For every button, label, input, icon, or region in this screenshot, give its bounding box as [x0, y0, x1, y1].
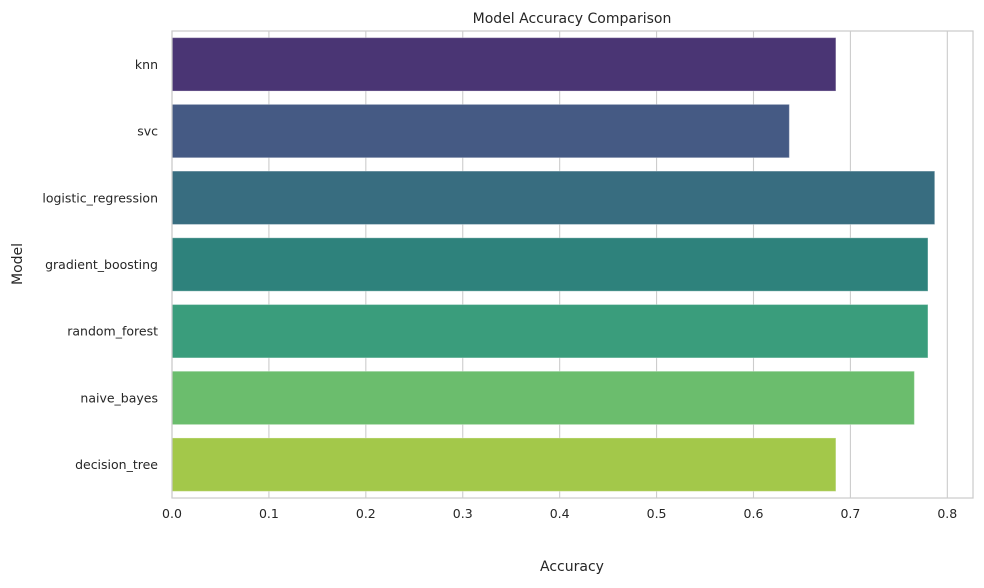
y-tick-label: logistic_regression	[42, 190, 158, 205]
x-tick-label: 0.1	[259, 506, 279, 521]
x-tick-label: 0.6	[744, 506, 764, 521]
bar-logistic_regression	[171, 170, 936, 225]
plot-frame	[171, 30, 974, 499]
bar-random_forest	[171, 304, 929, 359]
bar-knn	[171, 37, 837, 92]
x-tick-label: 0.2	[356, 506, 376, 521]
y-ticks: knn svc logistic_regression gradient_boosti…	[42, 57, 158, 472]
x-tick-label: 0.0	[162, 506, 182, 521]
bars	[171, 37, 936, 492]
y-tick-label: decision_tree	[75, 457, 158, 472]
bar-decision_tree	[171, 437, 837, 492]
x-tick-label: 0.8	[937, 506, 957, 521]
y-axis-label: Model	[10, 243, 26, 285]
y-tick-label: svc	[137, 124, 158, 139]
x-ticks: 0.0 0.1 0.2 0.3 0.4 0.5 0.6 0.7 0.8	[162, 506, 957, 521]
x-tick-label: 0.3	[453, 506, 473, 521]
chart-title: Model Accuracy Comparison	[473, 11, 672, 27]
x-tick-label: 0.4	[550, 506, 570, 521]
y-tick-label: random_forest	[67, 324, 158, 339]
bar-naive_bayes	[171, 370, 915, 426]
x-axis-label: Accuracy	[540, 559, 604, 575]
y-tick-label: knn	[135, 57, 158, 72]
y-tick-label: gradient_boosting	[45, 257, 158, 272]
bar-gradient_boosting	[171, 237, 929, 292]
x-tick-label: 0.7	[840, 506, 860, 521]
bar-svc	[171, 103, 790, 159]
y-tick-label: naive_bayes	[80, 390, 158, 405]
x-tick-label: 0.5	[647, 506, 667, 521]
